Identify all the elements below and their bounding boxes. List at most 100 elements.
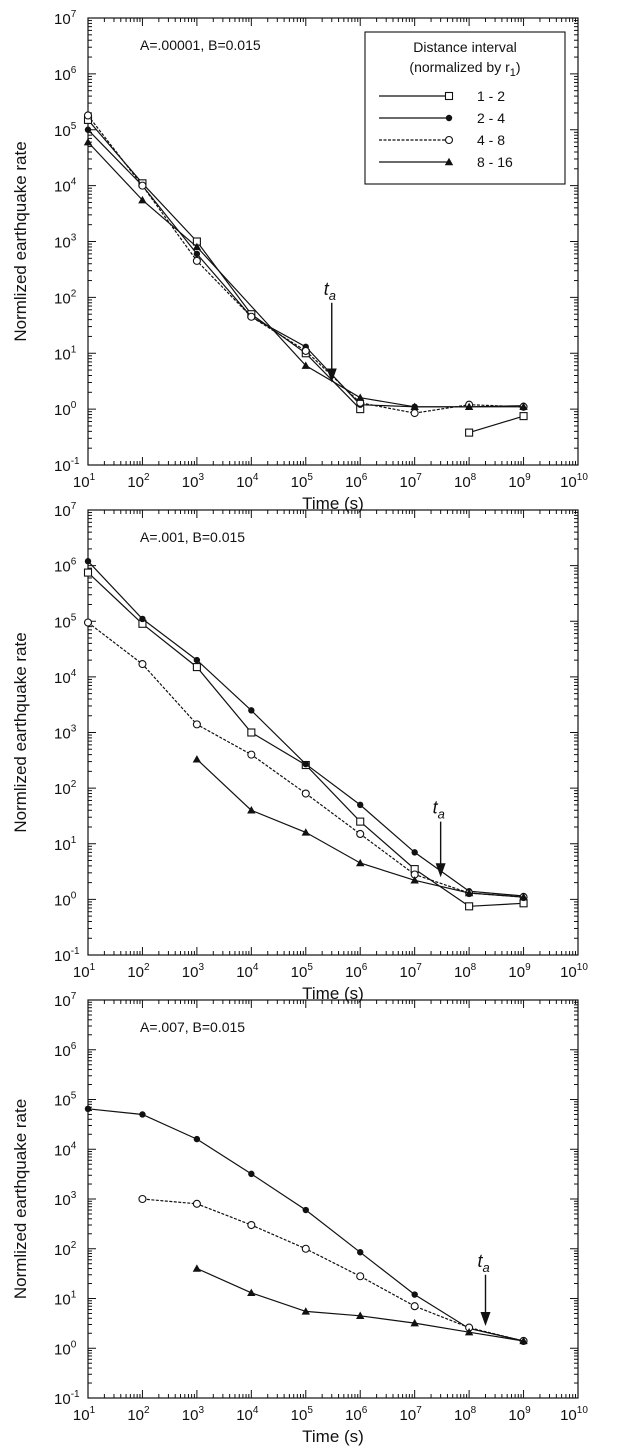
data-point-filled-triangle <box>519 892 528 901</box>
tick-base: 10 <box>54 1292 71 1309</box>
data-point-filled-circle <box>445 114 453 122</box>
y-tick-label: 104 <box>54 177 77 196</box>
data-point-filled-triangle <box>464 1328 474 1336</box>
series-line <box>87 1108 524 1342</box>
tick-exponent: 4 <box>71 177 77 188</box>
data-point-open-circle <box>356 829 365 839</box>
series-4-8 <box>83 618 528 902</box>
legend: Distance interval (normalized by r1) 1 - 2… <box>364 31 566 185</box>
x-tick-label: 108 <box>454 962 477 981</box>
legend-entry-label: 2 - 4 <box>477 110 505 126</box>
tick-base: 10 <box>54 1142 71 1159</box>
x-tick-label: 107 <box>400 472 423 491</box>
data-point-filled-circle <box>84 1105 92 1113</box>
tick-base: 10 <box>400 1407 417 1424</box>
tick-exponent: 9 <box>525 1405 531 1416</box>
y-axis-title: Normlized earthquake rate <box>11 141 30 341</box>
data-point-filled-circle <box>193 250 201 258</box>
tick-exponent: 5 <box>307 472 313 483</box>
data-point-open-circle <box>192 256 201 265</box>
ta-letter: t <box>433 798 439 818</box>
data-point-filled-triangle <box>519 1336 528 1345</box>
data-point-filled-circle <box>302 1206 309 1214</box>
y-tick-label: 102 <box>54 1240 77 1259</box>
series-line <box>87 119 524 434</box>
data-point-filled-triangle <box>301 361 310 369</box>
tick-exponent: 1 <box>71 835 77 846</box>
tick-base: 10 <box>508 964 525 981</box>
tick-exponent: 6 <box>362 962 368 973</box>
tick-base: 10 <box>508 1407 525 1424</box>
legend-subtitle-sub: 1 <box>510 67 516 79</box>
data-point-open-square <box>83 568 93 577</box>
data-point-filled-circle <box>248 1170 255 1178</box>
y-tick-label: 104 <box>54 668 77 687</box>
data-point-open-circle <box>192 720 201 729</box>
legend-box <box>364 31 566 185</box>
tick-base: 10 <box>54 290 71 307</box>
data-point-filled-triangle <box>410 876 419 884</box>
legend-entry-label: 8 - 16 <box>477 154 513 170</box>
tick-exponent: 8 <box>471 1405 477 1416</box>
tick-base: 10 <box>54 458 71 475</box>
legend-entry: 8 - 16 <box>379 154 513 170</box>
x-tick-label: 102 <box>127 1405 150 1424</box>
tick-exponent: 7 <box>416 1405 422 1416</box>
chart-panel-1: 101 102 103 104 105 106 107 108 109 101010-110010… <box>11 9 588 513</box>
data-point-open-square <box>444 91 454 101</box>
tick-exponent: 0 <box>71 890 77 901</box>
data-point-filled-triangle <box>138 195 147 204</box>
series-8-16 <box>192 755 528 901</box>
tick-base: 10 <box>73 964 90 981</box>
tick-base: 10 <box>127 1407 144 1424</box>
tick-base: 10 <box>54 1192 71 1209</box>
x-tick-label: 106 <box>345 1405 368 1424</box>
ta-arrow-head <box>435 863 446 878</box>
tick-base: 10 <box>54 614 71 631</box>
tick-exponent: 1 <box>90 962 96 973</box>
tick-base: 10 <box>73 474 90 491</box>
tick-exponent: 7 <box>71 9 77 20</box>
ta-subscript: a <box>329 288 336 303</box>
y-tick-label: 101 <box>54 835 77 854</box>
y-tick-label: 100 <box>54 1339 77 1358</box>
data-point-filled-triangle <box>356 393 365 401</box>
data-point-filled-triangle <box>192 242 202 251</box>
x-tick-label: 107 <box>400 1405 423 1424</box>
tick-exponent: 6 <box>71 65 77 76</box>
y-tick-label: 104 <box>54 1140 77 1159</box>
tick-base: 10 <box>54 1242 71 1259</box>
tick-base: 10 <box>127 474 144 491</box>
tick-base: 10 <box>508 474 525 491</box>
data-point-open-circle <box>138 181 147 190</box>
tick-exponent: 3 <box>198 962 204 973</box>
data-point-filled-circle <box>84 126 92 133</box>
data-point-filled-triangle <box>301 828 310 836</box>
ta-arrow-head <box>326 368 337 383</box>
data-point-filled-triangle <box>410 402 419 411</box>
x-tick-label: 108 <box>454 472 477 491</box>
data-point-open-square <box>192 663 201 672</box>
y-tick-label: 10-1 <box>54 946 80 965</box>
tick-base: 10 <box>236 964 253 981</box>
ta-arrow: ta <box>433 798 446 878</box>
tick-exponent: 5 <box>307 1405 313 1416</box>
series-line <box>196 758 524 898</box>
data-point-open-circle <box>138 1194 147 1204</box>
x-axis-title: Time (s) <box>302 494 364 513</box>
y-tick-label: 107 <box>54 9 77 28</box>
tick-exponent: 4 <box>253 472 259 483</box>
tick-exponent: 2 <box>71 288 77 299</box>
tick-exponent: 4 <box>253 962 259 973</box>
series-line <box>87 572 524 907</box>
data-point-filled-circle <box>248 707 255 714</box>
data-point-open-circle <box>410 1302 419 1311</box>
chart-panel-3: 101 102 103 104 105 106 107 108 109 101010-110010… <box>11 991 588 1446</box>
data-point-filled-triangle <box>247 1288 256 1297</box>
tick-exponent: 5 <box>71 1091 77 1102</box>
series-1-2 <box>83 568 528 911</box>
data-point-open-circle <box>247 750 256 759</box>
tick-exponent: 7 <box>71 501 77 512</box>
data-point-open-circle <box>301 1244 310 1253</box>
tick-exponent: 3 <box>71 233 77 244</box>
